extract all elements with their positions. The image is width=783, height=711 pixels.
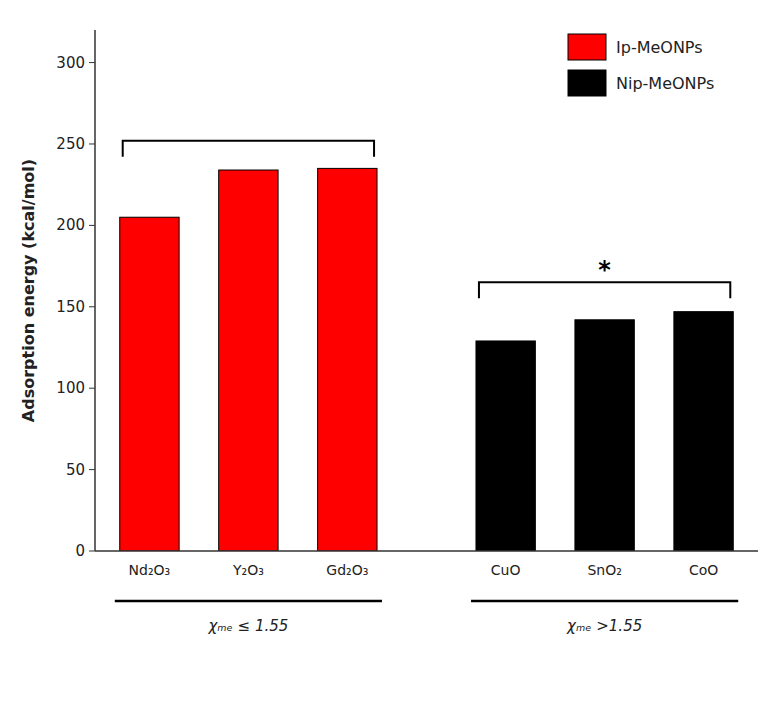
tick-label: Gd₂O₃ [326,562,368,578]
tick-label: Nd₂O₃ [129,562,171,578]
tick-label: CuO [491,562,521,578]
group-label: χₘₑ ≤ 1.55 [207,617,288,635]
tick-mark [89,388,95,389]
tick-mark [89,551,95,552]
tick-mark [89,62,95,63]
bracket [479,282,730,298]
bars [120,168,734,551]
tick-label: 50 [66,461,85,479]
chart: 0 50 100 150 200 250 300 Adsorption energy (kca… [0,0,783,711]
tick-mark [89,306,95,307]
bar [219,170,278,551]
tick-label: Y₂O₃ [232,562,264,578]
bracket [123,141,374,157]
tick-label: SnO₂ [587,562,621,578]
y-axis-line [94,30,96,551]
tick-label: 0 [75,542,85,560]
tick-label: CoO [689,562,718,578]
significance-label: * [598,256,611,284]
y-axis: 0 50 100 150 200 250 300 [56,30,95,560]
tick-label: 300 [56,54,85,72]
bar [575,320,634,551]
group-label: χₘₑ >1.55 [566,617,642,635]
legend: Ip-MeONPs Nip-MeONPs [568,34,714,96]
group-underline [115,600,382,603]
tick-mark [89,143,95,144]
bar [120,217,179,551]
tick-label: 100 [56,379,85,397]
group-underline [471,600,738,603]
legend-swatch [568,34,606,60]
legend-swatch [568,70,606,96]
tick-label: 150 [56,298,85,316]
y-axis-label: Adsorption energy (kcal/mol) [19,159,38,422]
bar [476,341,535,551]
bar [674,312,733,551]
x-axis: Nd₂O₃ Y₂O₃ Gd₂O₃ CuO SnO₂ CoO [95,551,758,578]
legend-label: Ip-MeONPs [616,38,703,57]
tick-label: 250 [56,135,85,153]
tick-label: 200 [56,216,85,234]
legend-label: Nip-MeONPs [616,74,714,93]
bar [318,168,377,551]
tick-mark [89,469,95,470]
x-axis-line [95,550,758,552]
tick-mark [89,225,95,226]
